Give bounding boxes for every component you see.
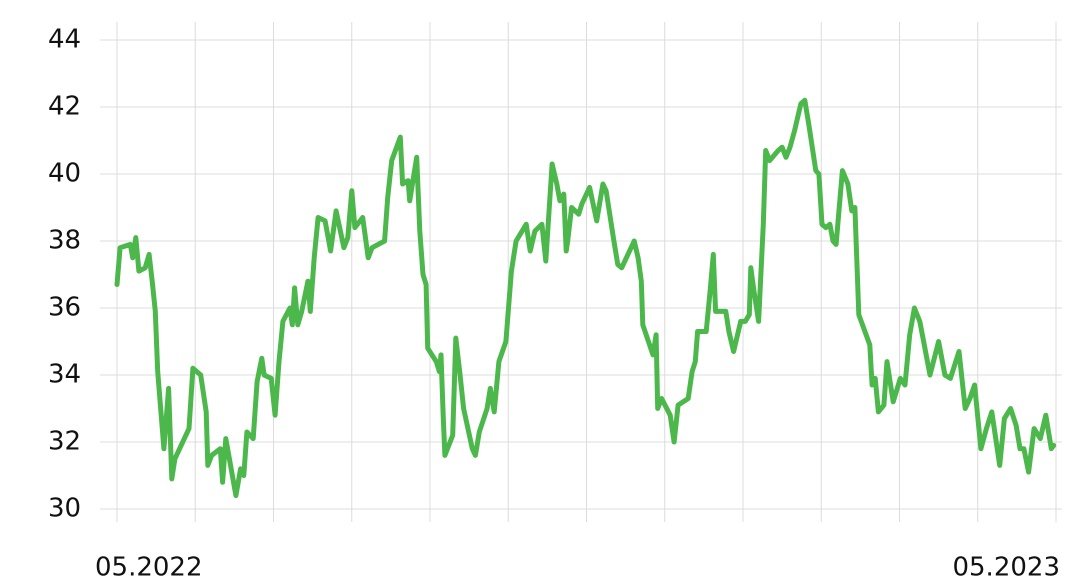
y-tick-label: 42: [48, 92, 81, 122]
x-tick-label: 05.2022: [95, 553, 203, 581]
y-tick-label: 36: [48, 293, 81, 323]
x-tick-label: 05.2023: [952, 553, 1060, 581]
y-tick-label: 40: [48, 159, 81, 189]
data-line: [114, 97, 1057, 499]
y-tick-label: 30: [48, 494, 81, 524]
y-tick-label: 32: [48, 427, 81, 457]
y-tick-label: 44: [48, 25, 81, 55]
y-tick-label: 34: [48, 360, 81, 390]
y-tick-label: 38: [48, 226, 81, 256]
